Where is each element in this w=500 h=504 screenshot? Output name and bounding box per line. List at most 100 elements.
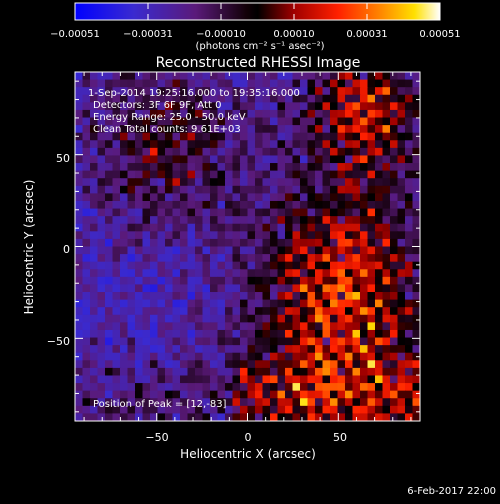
heatmap-cell bbox=[112, 223, 121, 232]
heatmap-cell bbox=[120, 314, 129, 323]
heatmap-cell bbox=[135, 155, 144, 164]
heatmap-cell bbox=[315, 94, 324, 103]
heatmap-cell bbox=[90, 132, 99, 141]
heatmap-cell bbox=[127, 140, 136, 149]
heatmap-cell bbox=[307, 185, 316, 194]
heatmap-cell bbox=[112, 367, 121, 377]
heatmap-cell bbox=[345, 109, 354, 119]
heatmap-cell bbox=[322, 383, 331, 392]
heatmap-cell bbox=[262, 117, 271, 126]
heatmap-cell bbox=[187, 125, 196, 134]
heatmap-cell bbox=[300, 405, 309, 415]
heatmap-cell bbox=[345, 254, 354, 263]
heatmap-cell bbox=[397, 345, 406, 354]
heatmap-cell bbox=[105, 117, 114, 126]
heatmap-cell bbox=[270, 307, 279, 316]
heatmap-cell bbox=[225, 299, 234, 308]
heatmap-cell bbox=[367, 185, 376, 194]
heatmap-cell bbox=[345, 155, 354, 164]
heatmap-cell bbox=[180, 284, 189, 293]
heatmap-cell bbox=[247, 185, 256, 194]
heatmap-cell bbox=[97, 375, 106, 384]
heatmap-cell bbox=[150, 284, 159, 293]
heatmap-cell bbox=[330, 140, 339, 149]
heatmap-cell bbox=[292, 375, 301, 384]
heatmap-cell bbox=[82, 405, 91, 415]
heatmap-cell bbox=[165, 375, 174, 384]
heatmap-cell bbox=[262, 284, 271, 293]
heatmap-cell bbox=[307, 405, 316, 415]
heatmap-cell bbox=[225, 276, 234, 286]
heatmap-cell bbox=[345, 390, 354, 399]
heatmap-cell bbox=[352, 125, 361, 134]
heatmap-cell bbox=[127, 367, 136, 377]
heatmap-cell bbox=[180, 87, 189, 96]
heatmap-cell bbox=[165, 94, 174, 103]
heatmap-cell bbox=[202, 375, 211, 384]
heatmap-cell bbox=[292, 132, 301, 141]
heatmap-cell bbox=[277, 299, 286, 308]
heatmap-cell bbox=[277, 314, 286, 323]
heatmap-cell bbox=[217, 200, 226, 210]
heatmap-cell bbox=[367, 231, 376, 240]
heatmap-cell bbox=[90, 307, 99, 316]
heatmap-cell bbox=[292, 284, 301, 293]
heatmap-cell bbox=[300, 102, 309, 111]
heatmap-cell bbox=[210, 383, 219, 392]
heatmap-cell bbox=[315, 231, 324, 240]
heatmap-cell bbox=[150, 208, 159, 217]
heatmap-cell bbox=[255, 405, 264, 415]
heatmap-cell bbox=[202, 269, 211, 278]
heatmap-cell bbox=[120, 170, 129, 179]
heatmap-cell bbox=[337, 231, 346, 240]
heatmap-cell bbox=[405, 231, 414, 240]
heatmap-cell bbox=[367, 329, 376, 339]
heatmap-cell bbox=[75, 109, 84, 119]
heatmap-cell bbox=[105, 200, 114, 210]
heatmap-cell bbox=[75, 185, 84, 194]
heatmap-cell bbox=[270, 352, 279, 361]
heatmap-cell bbox=[240, 413, 249, 421]
heatmap-cell bbox=[75, 314, 84, 323]
heatmap-cell bbox=[255, 322, 264, 331]
heatmap-cell bbox=[360, 94, 369, 103]
heatmap-cell bbox=[285, 261, 294, 270]
heatmap-cell bbox=[180, 185, 189, 194]
heatmap-cell bbox=[120, 292, 129, 301]
heatmap-cell bbox=[225, 307, 234, 316]
heatmap-cell bbox=[135, 238, 144, 248]
heatmap-cell bbox=[105, 284, 114, 293]
heatmap-cell bbox=[82, 352, 91, 361]
heatmap-cell bbox=[345, 299, 354, 308]
heatmap-cell bbox=[195, 367, 204, 377]
heatmap-cell bbox=[322, 170, 331, 179]
heatmap-cell bbox=[150, 94, 159, 103]
heatmap-cell bbox=[75, 292, 84, 301]
heatmap-cell bbox=[277, 307, 286, 316]
heatmap-cell bbox=[262, 155, 271, 164]
heatmap-cell bbox=[225, 72, 234, 81]
heatmap-cell bbox=[202, 102, 211, 111]
heatmap-cell bbox=[247, 299, 256, 308]
heatmap-cell bbox=[210, 322, 219, 331]
heatmap-cell bbox=[232, 299, 241, 308]
heatmap-cell bbox=[307, 238, 316, 248]
heatmap-cell bbox=[412, 390, 420, 399]
heatmap-cell bbox=[150, 375, 159, 384]
heatmap-cell bbox=[262, 185, 271, 194]
heatmap-cell bbox=[150, 246, 159, 255]
heatmap-cell bbox=[247, 413, 256, 421]
heatmap-cell bbox=[345, 193, 354, 202]
heatmap-cell bbox=[322, 329, 331, 339]
heatmap-cell bbox=[292, 329, 301, 339]
heatmap-cell bbox=[315, 155, 324, 164]
heatmap-cell bbox=[262, 413, 271, 421]
heatmap-cell bbox=[97, 163, 106, 172]
heatmap-cell bbox=[345, 223, 354, 232]
heatmap-cell bbox=[405, 292, 414, 301]
heatmap-cell bbox=[187, 345, 196, 354]
heatmap-cell bbox=[232, 337, 241, 346]
heatmap-cell bbox=[397, 360, 406, 369]
heatmap-cell bbox=[412, 314, 420, 323]
heatmap-cell bbox=[397, 200, 406, 210]
